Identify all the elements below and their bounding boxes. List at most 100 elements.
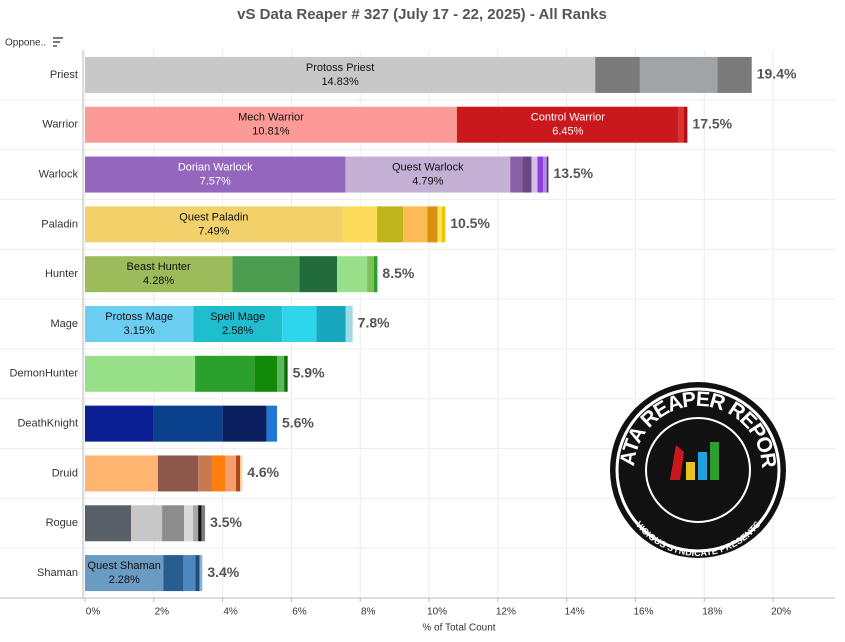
y-tick-label: Hunter [45, 268, 78, 280]
segment-name: Quest Warlock [392, 161, 464, 173]
bar-segment [201, 505, 206, 542]
bar-segment [456, 106, 679, 143]
y-tick-label: Priest [50, 69, 78, 81]
bar-segment [85, 355, 196, 392]
logo-icon-bar [710, 442, 719, 480]
bar-segment [437, 206, 442, 243]
total-label: 10.5% [450, 215, 490, 231]
bar-segment [403, 206, 428, 243]
logo-inner-ring [645, 417, 751, 523]
total-label: 3.4% [207, 564, 239, 580]
x-tick-label: 0% [86, 607, 101, 618]
y-tick-label: Shaman [37, 567, 78, 579]
x-tick-label: 6% [292, 607, 307, 618]
bar-segment [211, 455, 226, 492]
segment-name: Spell Mage [210, 311, 265, 323]
segment-value-label: 2.28% [109, 574, 140, 586]
segment-value-label: 4.79% [412, 175, 443, 187]
y-tick-label: Paladin [41, 218, 78, 230]
segment-value-label: 7.49% [198, 225, 229, 237]
bar-segment [510, 156, 523, 193]
y-tick-label: DemonHunter [10, 368, 79, 380]
bar-segment [199, 555, 203, 592]
bar-segment [222, 405, 267, 442]
bar-segment [345, 306, 353, 342]
total-label: 7.8% [358, 315, 390, 331]
x-tick-label: 4% [223, 607, 238, 618]
y-tick-label: Warrior [42, 119, 78, 131]
segment-value-label: 7.57% [200, 175, 231, 187]
plot: 0% 2% 4% 6% 8% 10% 12% 14% 16% 18% 20% Priest Protos… [0, 50, 835, 618]
bar-segment [184, 505, 194, 542]
segment-value-label: 4.28% [143, 275, 174, 287]
bar-segment [254, 355, 278, 392]
segment-name: Quest Shaman [88, 560, 161, 572]
bar-segment [639, 56, 718, 93]
segment-name: Beast Hunter [127, 261, 192, 273]
bar-segment [373, 256, 378, 293]
total-label: 13.5% [553, 165, 593, 181]
bar-segment [232, 256, 300, 293]
bar-segment [377, 206, 404, 243]
bar-segment [316, 306, 346, 342]
total-label: 8.5% [382, 265, 414, 281]
segment-name: Dorian Warlock [178, 161, 253, 173]
y-tick-label: Rogue [46, 517, 78, 529]
segment-value-label: 3.15% [124, 325, 155, 337]
segment-value-label: 6.45% [552, 126, 583, 138]
bar-segment [236, 455, 241, 492]
bar-segment [225, 455, 237, 492]
logo-icon-bar [698, 452, 707, 480]
bar-segment [157, 455, 199, 492]
x-tick-label: 14% [565, 607, 585, 618]
x-axis-title: % of Total Count [422, 623, 495, 634]
total-label: 5.9% [293, 365, 325, 381]
segment-name: Mech Warrior [238, 112, 304, 124]
bar-segment [183, 555, 196, 592]
bar-segment [163, 555, 184, 592]
bar-segment [240, 455, 243, 492]
bar-segment [85, 206, 343, 243]
x-tick-label: 12% [496, 607, 516, 618]
bar-segment [85, 405, 154, 442]
bar-segment [266, 405, 277, 442]
bar-segment [193, 505, 199, 542]
bar-segment [85, 156, 346, 193]
bar-segment [345, 156, 511, 193]
y-tick-label: Warlock [39, 168, 79, 180]
total-label: 3.5% [210, 514, 242, 530]
x-tick-label: 18% [702, 607, 722, 618]
bar-segment [85, 256, 233, 293]
bar-segment [85, 106, 457, 143]
y-tick-label: Druid [52, 467, 78, 479]
bar-segment [678, 106, 684, 143]
x-tick-label: 16% [633, 607, 653, 618]
bar-segment [337, 256, 368, 293]
segment-name: Quest Paladin [179, 211, 248, 223]
total-label: 5.6% [282, 414, 314, 430]
bar-segment [85, 455, 158, 492]
total-label: 19.4% [757, 66, 797, 82]
chart-title: vS Data Reaper # 327 (July 17 - 22, 2025… [237, 6, 607, 23]
total-label: 17.5% [692, 115, 732, 131]
bar-segment [162, 505, 185, 542]
bar-segment [299, 256, 338, 293]
bar-segment [427, 206, 438, 243]
bar-segment [198, 455, 212, 492]
bar-segment [342, 206, 378, 243]
segment-value-label: 10.81% [252, 126, 290, 138]
bar-segment [277, 355, 285, 392]
bar-segment [85, 555, 164, 592]
bar-segment [595, 56, 640, 93]
bar-segment [531, 156, 538, 193]
y-tick-label: DeathKnight [17, 418, 78, 430]
sort-icon[interactable] [53, 37, 63, 47]
bar-segment [367, 256, 374, 293]
x-tick-label: 8% [361, 607, 376, 618]
logo-icon-bar [686, 462, 695, 480]
logo-ring [615, 387, 781, 553]
bar-segment [85, 56, 596, 93]
x-tick-label: 10% [427, 607, 447, 618]
sort-label[interactable]: Oppone.. [5, 38, 46, 49]
bar-segment [153, 405, 223, 442]
